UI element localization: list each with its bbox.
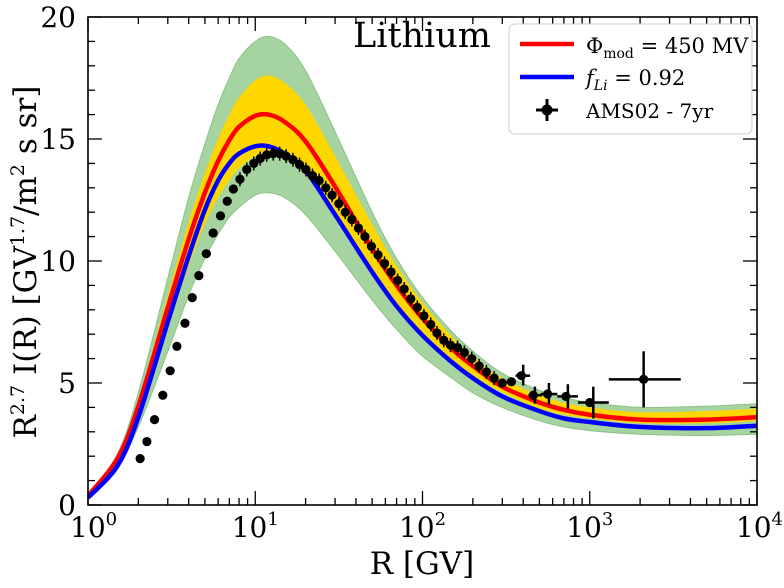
data-point bbox=[242, 164, 252, 175]
data-point bbox=[268, 149, 278, 159]
data-point bbox=[215, 211, 226, 221]
data-point bbox=[439, 335, 449, 345]
data-point bbox=[528, 390, 538, 400]
data-point bbox=[379, 258, 390, 269]
data-point bbox=[172, 341, 182, 351]
data-point bbox=[294, 160, 305, 170]
data-point bbox=[561, 391, 571, 402]
data-point bbox=[142, 436, 152, 447]
data-point bbox=[543, 389, 553, 399]
data-point bbox=[432, 328, 442, 338]
data-point bbox=[194, 271, 204, 281]
data-point bbox=[459, 347, 469, 358]
data-point bbox=[222, 196, 232, 206]
legend-label-f-li: fLi = 0.92 bbox=[584, 66, 685, 94]
data-point bbox=[516, 371, 526, 381]
data-point bbox=[406, 294, 416, 304]
data-point bbox=[321, 183, 331, 193]
data-point bbox=[366, 241, 377, 251]
data-point bbox=[412, 302, 422, 312]
data-point bbox=[165, 366, 175, 376]
data-point bbox=[158, 390, 168, 400]
data-point bbox=[426, 319, 436, 330]
data-point bbox=[149, 415, 160, 425]
data-point bbox=[399, 284, 409, 294]
data-point bbox=[373, 250, 383, 260]
y-tick-label: 5 bbox=[58, 367, 76, 400]
data-point bbox=[307, 171, 318, 181]
data-point bbox=[228, 184, 238, 194]
plot-frame bbox=[87, 16, 758, 506]
data-point bbox=[180, 318, 190, 328]
series-line-phi-mod-450 bbox=[88, 111, 757, 498]
data-point bbox=[334, 199, 344, 209]
legend: Φmod = 450 MV fLi = 0.92 AMS02 - 7yr bbox=[508, 23, 753, 135]
data-point bbox=[347, 214, 357, 225]
data-point bbox=[467, 354, 477, 364]
data-point bbox=[506, 377, 516, 387]
data-point bbox=[281, 151, 291, 161]
x-tick-label: 103 bbox=[566, 509, 613, 544]
model-lines bbox=[88, 111, 757, 500]
data-point bbox=[235, 174, 245, 184]
data-point bbox=[419, 311, 429, 321]
data-point bbox=[201, 249, 211, 259]
series-line-f-li-0-92 bbox=[88, 143, 757, 500]
x-tick-label: 102 bbox=[399, 509, 446, 544]
legend-label-phi-mod: Φmod = 450 MV bbox=[586, 34, 749, 62]
data-point bbox=[639, 374, 649, 384]
ams02-data-points bbox=[135, 146, 681, 464]
x-tick-label: 100 bbox=[70, 509, 117, 544]
data-point bbox=[353, 223, 364, 233]
x-tick-label: 104 bbox=[736, 509, 783, 544]
legend-label-ams02: AMS02 - 7yr bbox=[585, 99, 714, 123]
y-tick-label: 20 bbox=[40, 1, 76, 34]
data-point bbox=[489, 373, 499, 383]
uncertainty-bands bbox=[88, 35, 757, 498]
data-point bbox=[386, 267, 396, 277]
data-point bbox=[481, 367, 491, 377]
data-point bbox=[393, 275, 403, 286]
data-point bbox=[314, 175, 324, 186]
data-point bbox=[497, 378, 507, 388]
data-point bbox=[301, 164, 311, 175]
legend-box bbox=[508, 23, 753, 135]
data-point bbox=[452, 343, 463, 353]
plot-area bbox=[88, 35, 757, 500]
chart-title: Lithium bbox=[353, 16, 491, 56]
data-point bbox=[474, 361, 484, 371]
data-point bbox=[288, 155, 298, 165]
data-point bbox=[340, 207, 350, 217]
data-point bbox=[327, 190, 337, 200]
data-point bbox=[360, 232, 370, 242]
x-tick-label: 101 bbox=[232, 509, 279, 544]
axis-ticks: 100 101 102 103 104 0 5 10 15 20 bbox=[40, 1, 783, 544]
data-point bbox=[187, 293, 197, 303]
data-point bbox=[135, 454, 145, 464]
x-axis-label: R [GV] bbox=[370, 546, 475, 582]
data-point bbox=[445, 340, 456, 350]
data-point bbox=[585, 397, 595, 408]
data-point bbox=[208, 228, 218, 238]
y-tick-label: 15 bbox=[40, 123, 76, 156]
y-tick-label: 10 bbox=[40, 245, 76, 278]
data-point bbox=[249, 158, 259, 168]
legend-swatch-data-marker bbox=[536, 99, 558, 121]
y-tick-label: 0 bbox=[58, 489, 76, 522]
y-axis-label: R2.7 I(R) [GV1.7/m2 s sr] bbox=[7, 86, 44, 439]
